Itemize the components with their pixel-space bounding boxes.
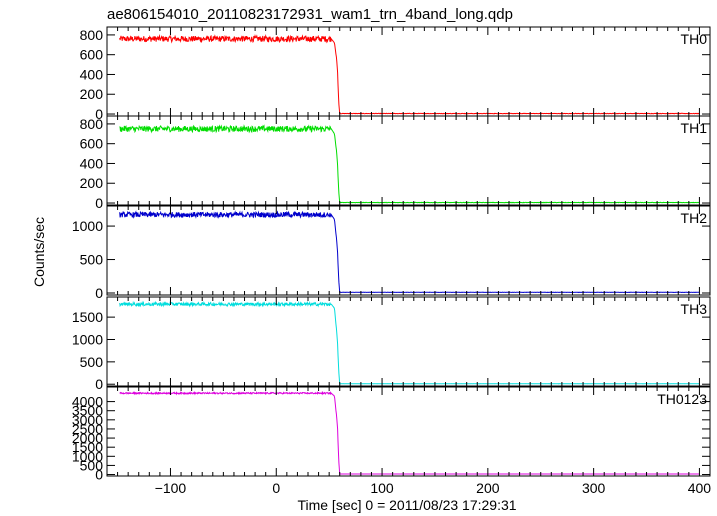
- x-tick-label: 100: [370, 480, 394, 496]
- panel-th3: TH3 0 500 1000 1500: [72, 296, 711, 392]
- panel-frame: [106, 115, 711, 206]
- y-tick-label: 0: [95, 467, 103, 483]
- y-tick-label: 1000: [72, 331, 103, 347]
- y-tick-label: 1500: [72, 309, 103, 325]
- x-tick-label: −100: [155, 480, 187, 496]
- x-tick-label: 400: [688, 480, 712, 496]
- x-tick-label: 0: [272, 480, 280, 496]
- y-tick-label: 3500: [72, 403, 103, 419]
- y-tick-label: 1500: [72, 439, 103, 455]
- panel-th1: TH1 0 200 400 600 800: [80, 115, 711, 211]
- y-tick-label: 500: [80, 354, 104, 370]
- y-tick-label: 0: [95, 195, 103, 211]
- panel-label: TH3: [681, 301, 708, 317]
- y-tick-label: 200: [80, 175, 104, 191]
- x-axis-label: Time [sec] 0 = 2011/08/23 17:29:31: [297, 497, 516, 513]
- y-tick-label: 200: [80, 86, 104, 102]
- y-tick-label: 400: [80, 155, 104, 171]
- chart-panels: TH00200400600800TH10200400600800TH205001…: [72, 26, 712, 496]
- panel-frame: [106, 26, 711, 117]
- panel-frame: [106, 205, 711, 296]
- y-tick-label: 800: [80, 116, 104, 132]
- panel-th0: TH0 0 200 400 600 800: [80, 26, 711, 122]
- series-line-th3: [119, 300, 700, 385]
- series-line-th1: [119, 124, 700, 204]
- y-tick-label: 0: [95, 106, 103, 122]
- panel-label: TH1: [681, 120, 708, 136]
- y-tick-label: 500: [80, 252, 104, 268]
- panel-th2: TH2 0 500 1000: [72, 205, 711, 301]
- series-line-th0123: [119, 390, 700, 475]
- y-tick-label: 0: [95, 285, 103, 301]
- panel-label: TH0: [681, 31, 708, 47]
- y-tick-label: 2000: [72, 430, 103, 446]
- y-tick-label: 3000: [72, 412, 103, 428]
- series-line-th0: [119, 33, 700, 115]
- y-tick-label: 4000: [72, 394, 103, 410]
- y-tick-label: 0: [95, 376, 103, 392]
- y-tick-label: 600: [80, 136, 104, 152]
- y-tick-label: 1000: [72, 448, 103, 464]
- y-tick-label: 400: [80, 66, 104, 82]
- panel-frame: [106, 386, 711, 477]
- x-tick-label: 300: [582, 480, 606, 496]
- y-tick-label: 500: [80, 457, 104, 473]
- y-tick-label: 800: [80, 27, 104, 43]
- y-tick-label: 2500: [72, 421, 103, 437]
- y-axis-label: Counts/sec: [31, 217, 47, 287]
- figure-title: ae806154010_20110823172931_wam1_trn_4ban…: [107, 6, 513, 23]
- panel-label: TH2: [681, 210, 708, 226]
- series-line-th2: [119, 210, 700, 294]
- panel-label: TH0123: [657, 391, 707, 407]
- y-tick-label: 600: [80, 47, 104, 63]
- y-tick-label: 1000: [72, 218, 103, 234]
- x-tick-label: 200: [476, 480, 500, 496]
- panel-frame: [106, 296, 711, 387]
